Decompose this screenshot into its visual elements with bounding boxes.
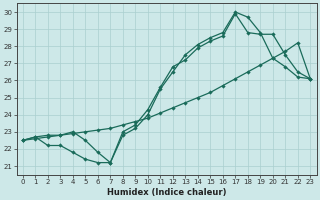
- X-axis label: Humidex (Indice chaleur): Humidex (Indice chaleur): [107, 188, 226, 197]
